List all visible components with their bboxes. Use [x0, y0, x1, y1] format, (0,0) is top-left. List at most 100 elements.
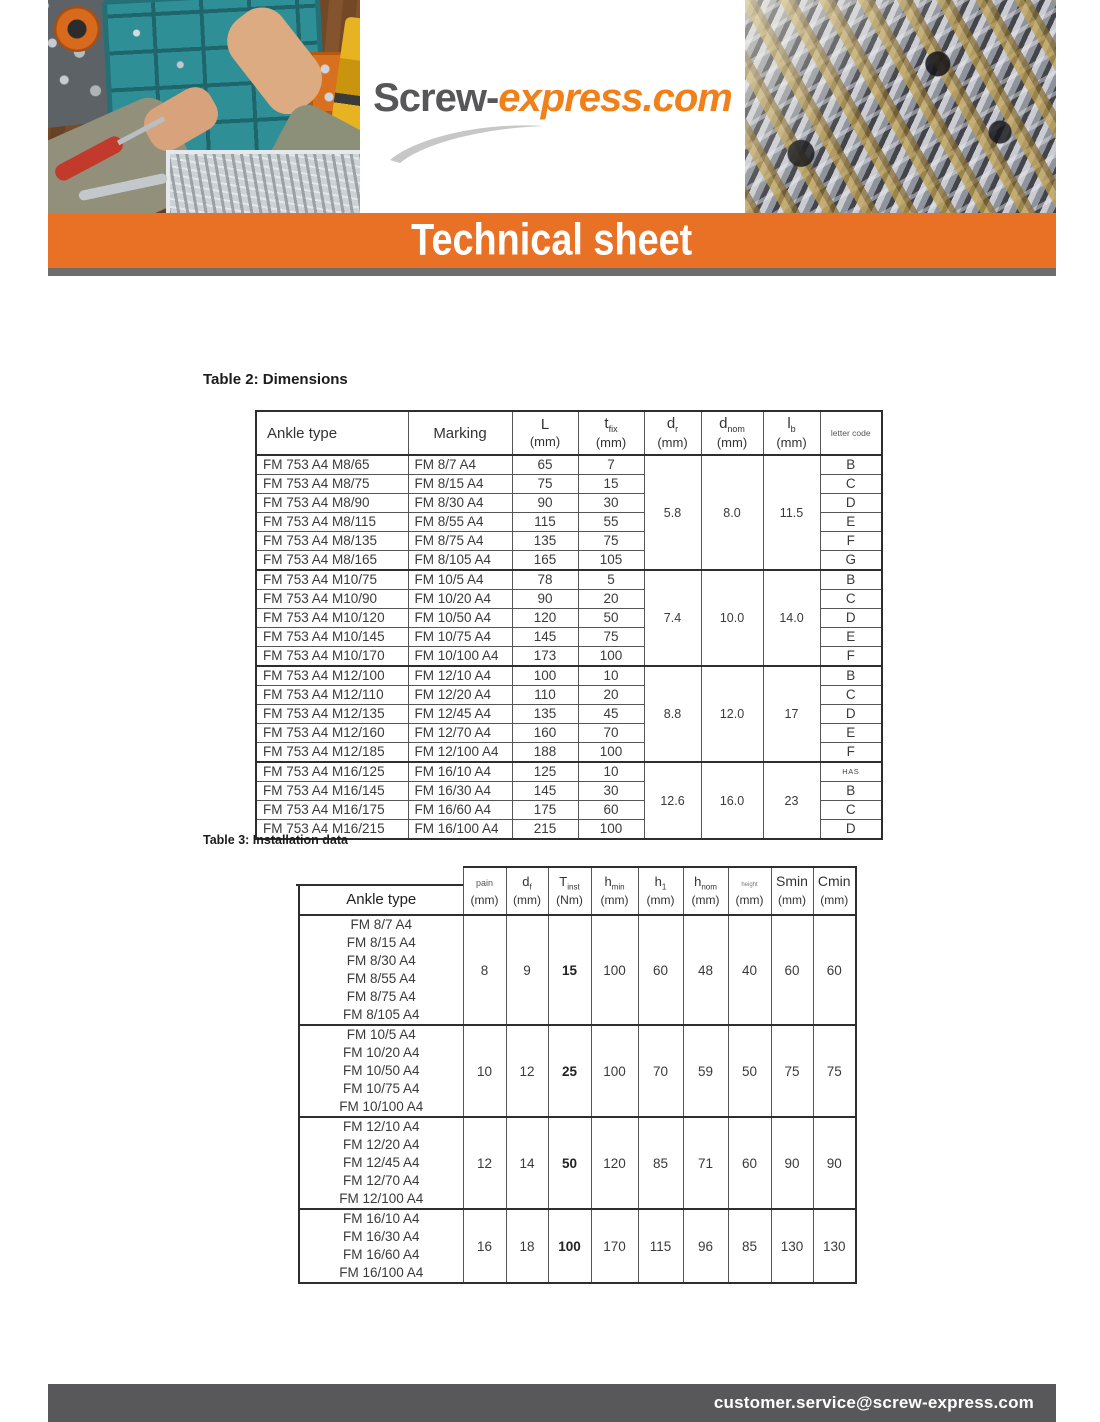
column-header: dr (mm) — [643, 410, 702, 456]
table-row: FM 753 A4 M8/75 FM 8/15 A4 75 15 C — [255, 474, 883, 494]
ankle-type-cell: FM 753 A4 M8/90 — [255, 493, 409, 513]
installation-table: Ankle type pain (mm) df (mm) Tinst (Nm) hmin (mm… — [298, 866, 857, 1284]
value-cell: 100 — [547, 1208, 592, 1284]
letter-code-cell: D — [819, 608, 883, 628]
table-row: FM 753 A4 M8/65 FM 8/7 A4 65 7 5.8 8.0 11.5 B — [255, 454, 883, 571]
column-header: Tinst (Nm) — [547, 866, 592, 916]
table-row: FM 753 A4 M10/90 FM 10/20 A4 90 20 C — [255, 589, 883, 609]
ankle-type-cell: FM 753 A4 M12/110 — [255, 685, 409, 705]
column-header: dnom (mm) — [700, 410, 764, 456]
value-cell: 120 — [590, 1116, 639, 1210]
table-row-group: FM 10/5 A4 FM 10/20 A4 FM 10/50 A4 FM 10/75… — [298, 1024, 857, 1118]
value-cell: 100 — [590, 1024, 639, 1118]
value-cell: 14 — [505, 1116, 549, 1210]
ankle-type-line: FM 8/105 A4 — [342, 1007, 420, 1022]
length-cell: 135 — [511, 704, 579, 724]
footer-email: customer.service@screw-express.com — [713, 1393, 1034, 1412]
tfix-cell: 20 — [577, 589, 645, 609]
value-cell: 60 — [770, 914, 814, 1026]
length-cell: 78 — [511, 569, 579, 590]
tfix-cell: 100 — [577, 646, 645, 667]
ankle-type-cell: FM 753 A4 M10/75 — [255, 569, 409, 590]
length-cell: 145 — [511, 627, 579, 647]
letter-code-cell: F — [819, 646, 883, 667]
ankle-type-line: FM 10/5 A4 — [346, 1027, 416, 1042]
table3-header-stagger — [296, 864, 463, 886]
ankle-type-line: FM 8/75 A4 — [346, 989, 416, 1004]
table2-title: Table 2: Dimensions — [203, 371, 348, 388]
ankle-type-line: FM 12/20 A4 — [342, 1137, 420, 1152]
table-row: FM 753 A4 M12/110 FM 12/20 A4 110 20 C — [255, 685, 883, 705]
ankle-type-line: FM 16/100 A4 — [339, 1265, 424, 1280]
value-cell: 70 — [637, 1024, 684, 1118]
length-cell: 75 — [511, 474, 579, 494]
logo: Screw-express.com — [360, 76, 745, 121]
length-cell: 125 — [511, 761, 579, 782]
length-cell: 110 — [511, 685, 579, 705]
letter-code-cell: D — [819, 704, 883, 724]
value-cell: 85 — [637, 1116, 684, 1210]
value-cell: 130 — [770, 1208, 814, 1284]
tfix-cell: 10 — [577, 665, 645, 686]
measuring-tape-decoration — [54, 6, 100, 52]
letter-code-cell: G — [819, 550, 883, 571]
length-cell: 90 — [511, 589, 579, 609]
column-header: pain (mm) — [462, 866, 507, 916]
ankle-type-line: FM 16/10 A4 — [342, 1211, 420, 1226]
marking-cell: FM 10/20 A4 — [407, 589, 513, 609]
installation-table-container: Ankle type pain (mm) df (mm) Tinst (Nm) hmin (mm… — [296, 864, 857, 1284]
tfix-cell: 10 — [577, 761, 645, 782]
table-row: FM 753 A4 M8/135 FM 8/75 A4 135 75 F — [255, 531, 883, 551]
value-cell: 85 — [727, 1208, 772, 1284]
marking-cell: FM 8/7 A4 — [407, 454, 513, 475]
ankle-type-list-cell: FM 10/5 A4 FM 10/20 A4 FM 10/50 A4 FM 10/75… — [298, 1024, 464, 1118]
tfix-cell: 15 — [577, 474, 645, 494]
table-row-group: FM 8/7 A4 FM 8/15 A4 FM 8/30 A4 FM 8/55 A4 F… — [298, 914, 857, 1026]
value-cell: 170 — [590, 1208, 639, 1284]
dnom-merged-cell: 12.0 — [700, 665, 764, 763]
length-cell: 135 — [511, 531, 579, 551]
value-cell: 100 — [590, 914, 639, 1026]
marking-cell: FM 12/70 A4 — [407, 723, 513, 743]
column-header: letter code — [819, 410, 883, 456]
letter-code-cell: C — [819, 589, 883, 609]
value-cell: 90 — [770, 1116, 814, 1210]
table-row: FM 753 A4 M16/175 FM 16/60 A4 175 60 C — [255, 800, 883, 820]
dimensions-table-container: Ankle type Marking L (mm) tfix (mm) dr (mm) dnom… — [255, 410, 883, 840]
table3-title: Table 3: Installation data — [203, 833, 348, 847]
value-cell: 12 — [462, 1116, 507, 1210]
ankle-type-line: FM 12/10 A4 — [342, 1119, 420, 1134]
column-header: Cmin (mm) — [812, 866, 857, 916]
ankle-type-cell: FM 753 A4 M16/175 — [255, 800, 409, 820]
ankle-type-line: FM 8/15 A4 — [346, 935, 416, 950]
ankle-type-cell: FM 753 A4 M8/75 — [255, 474, 409, 494]
letter-code-cell: F — [819, 531, 883, 551]
dr-merged-cell: 8.8 — [643, 665, 702, 763]
ankle-type-list-cell: FM 16/10 A4 FM 16/30 A4 FM 16/60 A4 FM 16/1… — [298, 1208, 464, 1284]
ankle-type-cell: FM 753 A4 M12/160 — [255, 723, 409, 743]
ankle-type-cell: FM 753 A4 M8/135 — [255, 531, 409, 551]
ankle-type-line: FM 10/50 A4 — [342, 1063, 420, 1078]
tfix-cell: 75 — [577, 531, 645, 551]
table-row-group: FM 12/10 A4 FM 12/20 A4 FM 12/45 A4 FM 12/7… — [298, 1116, 857, 1210]
tfix-cell: 60 — [577, 800, 645, 820]
column-header: Ankle type — [255, 410, 409, 456]
value-cell: 10 — [462, 1024, 507, 1118]
ankle-type-cell: FM 753 A4 M12/100 — [255, 665, 409, 686]
length-cell: 188 — [511, 742, 579, 763]
dnom-merged-cell: 16.0 — [700, 761, 764, 840]
value-cell: 50 — [727, 1024, 772, 1118]
marking-cell: FM 12/100 A4 — [407, 742, 513, 763]
ankle-type-cell: FM 753 A4 M10/120 — [255, 608, 409, 628]
dnom-merged-cell: 10.0 — [700, 569, 764, 667]
ankle-type-cell: FM 753 A4 M10/170 — [255, 646, 409, 667]
table-row: FM 753 A4 M8/115 FM 8/55 A4 115 55 E — [255, 512, 883, 532]
tfix-cell: 5 — [577, 569, 645, 590]
table-row: FM 753 A4 M10/75 FM 10/5 A4 78 5 7.4 10.0 14.0… — [255, 569, 883, 667]
marking-cell: FM 10/5 A4 — [407, 569, 513, 590]
tfix-cell: 45 — [577, 704, 645, 724]
length-cell: 65 — [511, 454, 579, 475]
length-cell: 115 — [511, 512, 579, 532]
length-cell: 100 — [511, 665, 579, 686]
